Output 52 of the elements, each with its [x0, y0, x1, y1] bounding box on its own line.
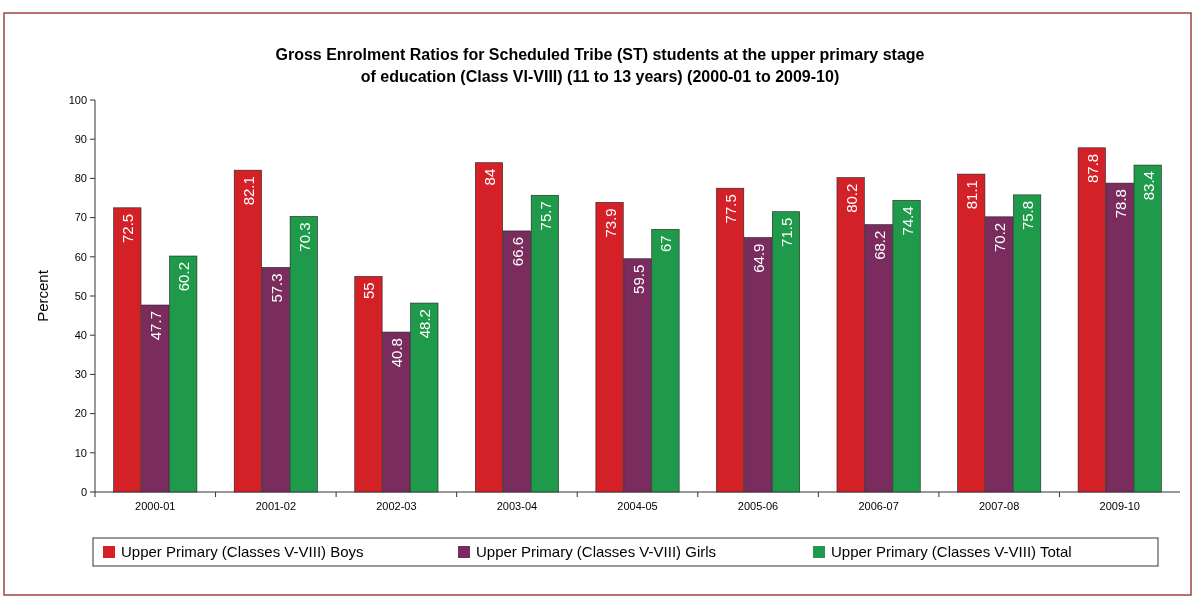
data-label: 74.4 [898, 206, 916, 236]
data-label: 73.9 [601, 208, 619, 238]
data-label: 78.8 [1111, 189, 1129, 219]
data-label: 59.5 [629, 264, 647, 294]
x-tick-label: 2000-01 [135, 500, 176, 512]
data-label: 55 [360, 282, 378, 300]
legend-label: Upper Primary (Classes V-VIII) Total [831, 543, 1072, 561]
legend-label: Upper Primary (Classes V-VIII) Girls [476, 543, 717, 561]
y-tick-label: 40 [74, 329, 87, 342]
x-tick-label: 2004-05 [617, 500, 658, 512]
data-label: 80.2 [842, 183, 860, 213]
y-tick-label: 60 [74, 250, 87, 263]
data-label: 66.6 [508, 236, 526, 267]
chart-title: Gross Enrolment Ratios for Scheduled Tribe (ST) students at the upper primary stage of education (Class VI-VIII) (11 to 13 years) (2000-01 to 2009-10) [275, 46, 925, 85]
x-tick-label: 2006-07 [858, 500, 899, 512]
data-label: 68.2 [870, 230, 888, 260]
y-tick-label: 20 [74, 407, 87, 420]
data-label: 70.3 [295, 222, 313, 252]
data-label: 71.5 [778, 217, 795, 247]
y-tick-label: 90 [74, 133, 87, 146]
x-tick-label: 2007-08 [978, 500, 1020, 512]
y-tick-label: 50 [74, 289, 87, 302]
data-label: 57.3 [267, 273, 285, 303]
x-tick-label: 2002-03 [376, 500, 417, 512]
y-axis-title: Percent [34, 269, 51, 322]
legend-label: Upper Primary (Classes V-VIII) Boys [121, 543, 364, 561]
data-label: 75.8 [1019, 200, 1037, 231]
data-label: 70.2 [991, 222, 1009, 253]
y-tick-label: 10 [74, 446, 87, 459]
y-tick-label: 30 [74, 368, 87, 381]
data-label: 40.8 [388, 338, 406, 368]
y-tick-label: 0 [80, 485, 87, 498]
data-label: 60.2 [175, 262, 193, 292]
data-label: 48.2 [416, 309, 434, 339]
data-label: 83.4 [1139, 171, 1157, 201]
y-tick-label: 70 [74, 211, 87, 224]
y-tick-label: 100 [68, 93, 87, 106]
data-label: 87.8 [1083, 153, 1101, 184]
y-tick-label: 80 [74, 172, 87, 185]
x-tick-label: 2009-10 [1099, 500, 1140, 512]
data-label: 67 [657, 235, 675, 253]
data-label: 82.1 [239, 176, 257, 206]
data-label: 84 [481, 168, 498, 186]
data-label: 77.5 [722, 194, 740, 224]
data-label: 72.5 [119, 213, 137, 243]
x-tick-label: 2001-02 [255, 500, 297, 512]
data-label: 64.9 [750, 243, 768, 273]
data-label: 75.7 [536, 201, 554, 231]
x-tick-label: 2005-06 [737, 500, 779, 512]
data-label: 81.1 [963, 180, 981, 210]
x-tick-label: 2003-04 [496, 500, 538, 512]
data-label: 47.7 [147, 311, 165, 341]
